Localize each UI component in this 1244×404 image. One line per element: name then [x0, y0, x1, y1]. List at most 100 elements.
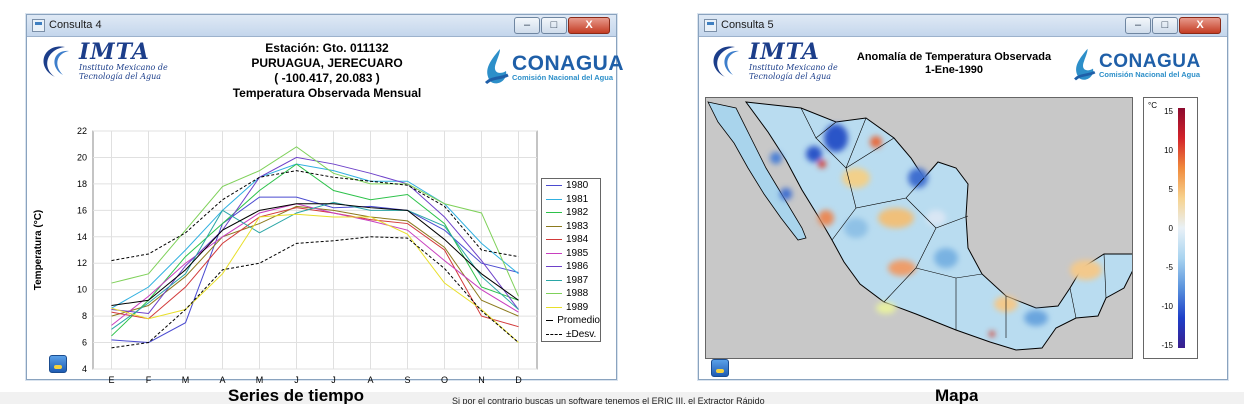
- series-line-1987: [111, 201, 519, 330]
- legend-item: ±Desv.: [542, 328, 600, 342]
- x-tick-label: A: [219, 375, 225, 385]
- imta-subtitle-1: Instituto Mexicano de: [79, 63, 168, 72]
- baja-california-region: [707, 101, 807, 241]
- consulta4-window: Consulta 4 – □ X IMTA Instituto Mexicano…: [26, 14, 624, 385]
- y-tick-label: 4: [82, 364, 87, 374]
- imta-subtitle-2: Tecnología del Agua: [79, 72, 162, 81]
- caption-map: Mapa: [935, 386, 979, 404]
- app-icon[interactable]: [49, 355, 67, 373]
- x-tick-label: F: [146, 375, 152, 385]
- legend-item: 1984: [542, 233, 600, 247]
- legend-item: 1985: [542, 247, 600, 261]
- imta-subtitle-2: Tecnología del Agua: [749, 72, 832, 81]
- series-line-1984: [111, 207, 519, 328]
- x-tick-label: N: [478, 375, 485, 385]
- series-line-1986: [111, 156, 519, 314]
- x-tick-label: M: [256, 375, 264, 385]
- maximize-button[interactable]: □: [1152, 17, 1178, 34]
- colorbar-gradient: [1178, 108, 1185, 348]
- chart-panel: IMTA Instituto Mexicano de Tecnología de…: [27, 37, 624, 385]
- legend-swatch: [546, 212, 562, 214]
- colorbar-unit: °C: [1148, 101, 1157, 110]
- legend-swatch: [546, 185, 562, 187]
- caption-series: Series de tiempo: [228, 386, 365, 404]
- legend-label: Promedio: [557, 315, 600, 327]
- colorbar-panel: °C 15 10 5 0 -5 -10 -15: [1143, 97, 1198, 359]
- series-line-1988: [111, 146, 519, 297]
- conagua-logo: CONAGUA Comisión Nacional del Agua: [1071, 47, 1201, 83]
- colorbar-tick-label: 0: [1168, 224, 1173, 233]
- y-tick-label: 20: [77, 152, 87, 162]
- window-title: Consulta 4: [49, 19, 102, 31]
- legend-label: 1987: [566, 274, 589, 286]
- window-titlebar[interactable]: Consulta 4 – □ X: [27, 15, 616, 37]
- series-line-1981: [111, 163, 519, 309]
- bottom-strip: [0, 392, 1244, 404]
- x-tick-label: S: [404, 375, 410, 385]
- legend-label: 1981: [566, 193, 589, 205]
- window-titlebar[interactable]: Consulta 5 – □ X: [699, 15, 1227, 37]
- map-header: Anomalía de Temperatura Observada 1-Ene-…: [849, 51, 1059, 77]
- legend-item: 1980: [542, 179, 600, 193]
- chart-title: Temperatura Observada Mensual: [232, 86, 422, 100]
- caption-center-text: Si por el contrario buscas un software t…: [452, 396, 765, 404]
- colorbar-tick-label: 10: [1164, 146, 1173, 155]
- conagua-drop-icon: [1074, 48, 1096, 81]
- minimize-button[interactable]: –: [1125, 17, 1151, 34]
- station-coordinates: ( -100.417, 20.083 ): [274, 71, 380, 85]
- minimize-button[interactable]: –: [514, 17, 540, 34]
- legend-item: 1981: [542, 193, 600, 207]
- imta-wordmark: IMTA: [79, 39, 150, 65]
- x-tick-label: A: [367, 375, 373, 385]
- colorbar-tick-label: -15: [1161, 341, 1173, 350]
- chart-legend: 1980 1981 1982 1983 1984 1985 1986 1987 1988 1989…: [541, 178, 601, 342]
- close-button[interactable]: X: [1179, 17, 1221, 34]
- legend-label: 1984: [566, 234, 589, 246]
- close-button[interactable]: X: [568, 17, 610, 34]
- window-app-icon: [32, 19, 45, 32]
- legend-swatch: [546, 198, 562, 200]
- legend-item: 1986: [542, 260, 600, 274]
- temperature-line-chart: 4 6 8 10 12 14 16 18 20 22 E F M A M J J A S O N D Temperatura…: [33, 126, 538, 385]
- legend-item: 1982: [542, 206, 600, 220]
- legend-swatch: [546, 306, 562, 308]
- legend-swatch: [546, 320, 554, 322]
- legend-item: 1989: [542, 301, 600, 315]
- plot-area: [92, 130, 538, 370]
- x-tick-label: D: [515, 375, 522, 385]
- y-tick-label: 6: [82, 338, 87, 348]
- conagua-subtitle: Comisión Nacional del Agua: [1099, 69, 1200, 79]
- colorbar-tick-label: -10: [1161, 302, 1173, 311]
- x-tick-label: M: [182, 375, 190, 385]
- y-tick-label: 14: [77, 232, 87, 242]
- legend-item: 1983: [542, 220, 600, 234]
- maximize-button[interactable]: □: [541, 17, 567, 34]
- y-tick-label: 22: [77, 126, 87, 136]
- legend-label: 1985: [566, 247, 589, 259]
- mainland-mexico-region: [744, 101, 1132, 351]
- map-date: 1-Ene-1990: [924, 64, 984, 76]
- anomaly-map[interactable]: [705, 97, 1133, 359]
- y-tick-label: 12: [77, 258, 87, 268]
- imta-subtitle-1: Instituto Mexicano de: [749, 63, 838, 72]
- window-title: Consulta 5: [721, 19, 774, 31]
- conagua-subtitle: Comisión Nacional del Agua: [512, 72, 613, 82]
- conagua-drop-icon: [484, 49, 509, 85]
- legend-swatch: [546, 279, 562, 281]
- state-boundaries: [800, 107, 1107, 338]
- x-tick-label: O: [441, 375, 448, 385]
- conagua-wordmark: CONAGUA: [1099, 50, 1201, 72]
- legend-label: 1989: [566, 301, 589, 313]
- imta-logo: IMTA Instituto Mexicano de Tecnología de…: [35, 41, 168, 81]
- series-line-1989: [111, 213, 519, 343]
- conagua-wordmark: CONAGUA: [512, 51, 624, 75]
- map-title: Anomalía de Temperatura Observada: [856, 51, 1052, 63]
- legend-swatch: [546, 333, 562, 335]
- window-app-icon: [704, 19, 717, 32]
- series-line-Promedio: [111, 203, 519, 307]
- app-icon[interactable]: [711, 359, 729, 377]
- station-header: Estación: Gto. 011132 PURUAGUA, JERECUAR…: [217, 41, 437, 101]
- y-tick-label: 16: [77, 205, 87, 215]
- y-tick-label: 10: [77, 285, 87, 295]
- anomaly-heatmap: [770, 124, 1102, 337]
